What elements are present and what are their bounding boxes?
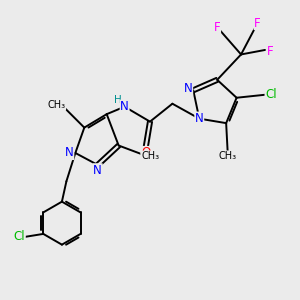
Text: CH₃: CH₃ xyxy=(142,151,160,161)
Text: Cl: Cl xyxy=(14,230,25,243)
Text: F: F xyxy=(267,45,274,58)
Text: CH₃: CH₃ xyxy=(219,151,237,161)
Text: N: N xyxy=(93,164,102,177)
Text: CH₃: CH₃ xyxy=(47,100,66,110)
Text: N: N xyxy=(120,100,129,113)
Text: O: O xyxy=(141,146,150,160)
Text: F: F xyxy=(214,21,220,34)
Text: N: N xyxy=(65,146,74,160)
Text: F: F xyxy=(254,16,261,30)
Text: H: H xyxy=(114,95,122,105)
Text: N: N xyxy=(195,112,204,125)
Text: N: N xyxy=(184,82,193,95)
Text: Cl: Cl xyxy=(265,88,277,101)
